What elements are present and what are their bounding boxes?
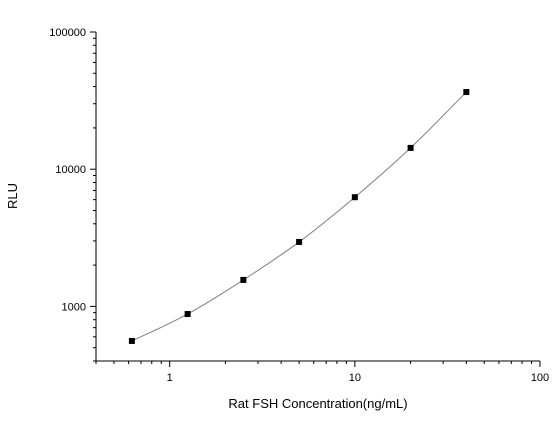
y-axis-label: RLU [5,183,20,209]
fit-curve [131,91,467,342]
y-tick-label: 100000 [49,27,86,39]
y-tick-label: 1000 [62,301,86,313]
y-tick-label: 10000 [55,164,86,176]
data-point [240,276,247,283]
x-axis-label: Rat FSH Concentration(ng/mL) [228,396,407,411]
y-axis: 1000 10000 100000 [49,27,97,362]
data-point [463,89,470,96]
x-tick-label: 10 [349,372,361,384]
fit-curve-layer [131,91,467,342]
points-layer [128,89,470,344]
x-axis: 1 10 100 [95,360,549,384]
data-point [128,337,135,344]
data-point [407,144,414,151]
x-tick-label: 100 [531,372,549,384]
x-tick-label: 1 [167,372,173,384]
data-point [184,311,191,318]
data-point [351,194,358,201]
data-point [296,238,303,245]
